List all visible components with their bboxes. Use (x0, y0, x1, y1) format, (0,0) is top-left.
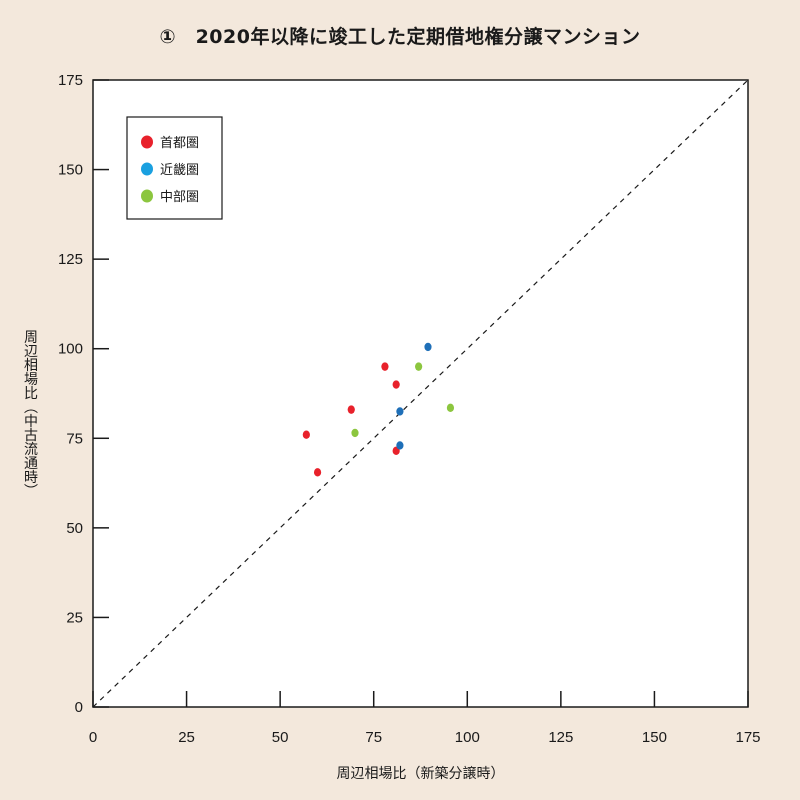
data-point (424, 342, 432, 352)
x-tick-label: 100 (455, 729, 480, 746)
data-point (396, 441, 404, 450)
data-point (392, 380, 400, 389)
legend-label: 中部圏 (160, 190, 199, 205)
axis-ticks: 0 25 50 75 100 125 150 175 0 25 50 75 100 125 150 175 (58, 72, 761, 746)
y-tick-label: 0 (75, 699, 83, 716)
y-tick-label: 100 (58, 341, 83, 358)
y-tick-label: 75 (66, 430, 83, 447)
x-tick-label: 150 (642, 729, 667, 746)
legend-label: 首都圏 (160, 136, 199, 151)
y-tick-label: 125 (58, 251, 83, 268)
data-point (351, 428, 359, 438)
legend-marker (141, 189, 153, 203)
data-point (381, 362, 389, 371)
x-tick-label: 50 (272, 729, 289, 746)
y-tick-label: 25 (66, 609, 83, 626)
data-points (302, 342, 455, 477)
x-tick-label: 0 (89, 729, 97, 746)
y-axis-label: 周辺相場比（中古流通時） (22, 330, 38, 498)
reference-line-layer (92, 79, 749, 708)
axis-labels: 周辺相場比（新築分譲時） 周辺相場比（中古流通時） (22, 330, 505, 783)
reference-line (92, 79, 749, 708)
legend-marker (141, 135, 153, 149)
legend-marker (141, 162, 153, 176)
x-tick-label: 25 (178, 729, 195, 746)
data-point (313, 468, 322, 477)
y-tick-label: 175 (58, 72, 83, 89)
data-point (302, 430, 310, 439)
y-tick-label: 50 (66, 520, 83, 537)
y-tick-label: 150 (58, 162, 83, 179)
data-point (415, 362, 423, 371)
x-tick-label: 125 (548, 729, 573, 746)
legend-label: 近畿圏 (160, 163, 199, 178)
chart-title: ① 2020年以降に竣工した定期借地権分譲マンション (159, 26, 641, 48)
x-tick-label: 75 (365, 729, 382, 746)
data-point (446, 403, 455, 413)
x-axis-label: 周辺相場比（新築分譲時） (337, 766, 505, 782)
data-point (347, 405, 355, 414)
data-point (396, 407, 404, 416)
x-tick-label: 175 (735, 729, 760, 746)
